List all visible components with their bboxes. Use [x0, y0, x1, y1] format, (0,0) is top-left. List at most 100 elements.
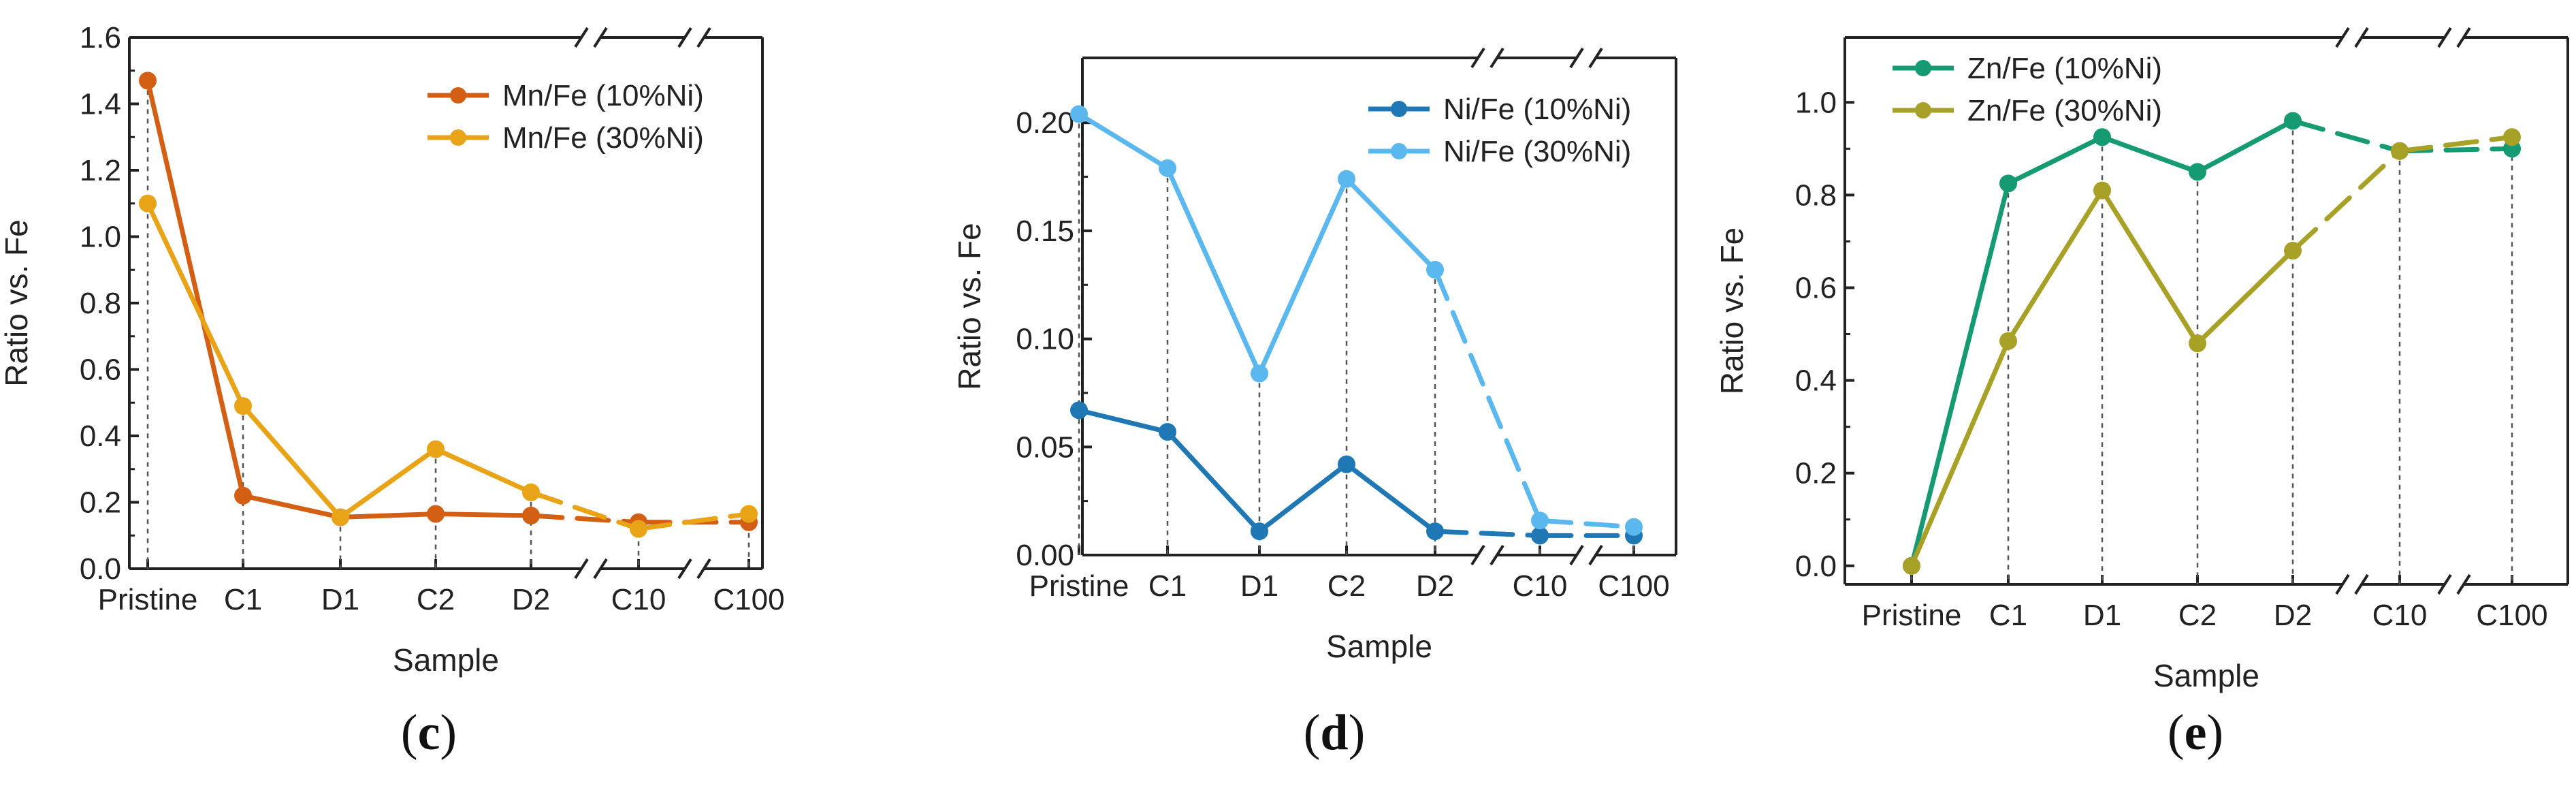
data-point	[1338, 455, 1355, 473]
axis-break-mark	[2437, 27, 2452, 48]
data-point	[2189, 163, 2206, 181]
series-line-segment	[433, 511, 534, 518]
legend-marker	[1391, 101, 1407, 117]
legend-label: Zn/Fe (10%Ni)	[1967, 52, 2162, 85]
data-point	[2093, 181, 2111, 200]
y-tick-label: 0.0	[1795, 550, 1837, 583]
legend-label: Ni/Fe (10%Ni)	[1443, 93, 1631, 126]
data-point	[234, 397, 252, 415]
axis-break-mark	[1470, 544, 1485, 566]
y-tick-label: 0.8	[80, 287, 121, 320]
legend-label: Mn/Fe (10%Ni)	[502, 79, 704, 112]
data-point	[1531, 511, 1549, 530]
y-tick-label: 0.4	[1795, 364, 1837, 398]
data-point	[234, 486, 252, 505]
x-tick-label: C1	[1989, 599, 2027, 632]
data-point	[1426, 261, 1444, 279]
data-point	[630, 520, 647, 538]
axis-break-mark	[2335, 27, 2350, 48]
y-tick-label: 0.2	[1795, 457, 1837, 490]
data-point	[427, 440, 445, 458]
x-tick-label: D1	[2083, 599, 2121, 632]
series-line-segment	[1537, 518, 1637, 530]
series-line-segment	[2099, 188, 2200, 346]
data-point	[2391, 142, 2409, 160]
y-axis-title: Ratio vs. Fe	[952, 223, 987, 390]
y-tick-label: 0.8	[1795, 178, 1837, 212]
series-line-segment	[1076, 112, 1170, 171]
chart-panel-d: 0.00 0.05 0.10 0.15 0.20 Pristine C1 D1 C2 D2 C10 C…	[952, 47, 1677, 761]
axis-break-mark	[2354, 27, 2369, 48]
series-line-segment	[2195, 118, 2296, 174]
x-tick-label: C10	[2372, 599, 2428, 632]
y-axis-title: Ratio vs. Fe	[0, 219, 34, 386]
x-tick-label: D2	[1416, 569, 1454, 603]
series-line-segment	[145, 201, 246, 409]
y-tick-label: 1.0	[1795, 86, 1837, 119]
axis-break-mark	[1490, 47, 1504, 69]
x-tick-label: D1	[321, 583, 359, 616]
legend-label: Zn/Fe (30%Ni)	[1967, 94, 2162, 127]
series-line-segment	[240, 403, 343, 520]
x-axis-title: Sample	[393, 642, 499, 678]
series-line-segment	[2290, 118, 2402, 154]
legend-marker	[1391, 143, 1407, 159]
x-tick-label: C2	[2178, 599, 2217, 632]
axis-break-mark	[1470, 47, 1485, 69]
axis-break-mark	[2354, 573, 2369, 595]
data-point	[1251, 522, 1268, 541]
x-tick-label: Pristine	[98, 583, 198, 616]
x-tick-label: D1	[1240, 569, 1278, 603]
y-tick-label: 0.2	[80, 486, 121, 520]
axis-break-mark	[2456, 27, 2471, 48]
chart-panel-c: 0.0 0.2 0.4 0.6 0.8 1.0 1.2 1.4 1.6 Pristine C1 D1 C…	[0, 21, 785, 761]
data-point	[1625, 518, 1643, 536]
series-line-segment	[1344, 462, 1438, 534]
series-line-segment	[1909, 180, 2011, 569]
series-line-segment	[145, 78, 246, 499]
axis-break-mark	[1588, 47, 1603, 69]
data-point	[1903, 556, 1920, 575]
series-line-segment	[1076, 407, 1170, 435]
data-point	[2284, 112, 2302, 130]
data-point	[1070, 401, 1088, 420]
x-axis-title: Sample	[1326, 629, 1432, 664]
series-line-segment	[338, 511, 438, 520]
legend-marker	[450, 87, 466, 104]
y-tick-label: 0.20	[1016, 106, 1074, 140]
axis-break-mark	[677, 558, 692, 580]
y-tick-label: 0.6	[1795, 271, 1837, 304]
series-line-segment	[2397, 134, 2515, 154]
series-line-segment	[1165, 429, 1262, 534]
series-line-segment	[2006, 188, 2105, 344]
series-line-segment	[1257, 176, 1349, 376]
axis-break-mark	[593, 27, 608, 48]
x-tick-label: Pristine	[1029, 569, 1129, 603]
axis-break-mark	[1588, 544, 1603, 566]
y-tick-label: 0.6	[80, 353, 121, 387]
y-axis-title: Ratio vs. Fe	[1714, 227, 1750, 394]
series-line-segment	[1344, 176, 1438, 272]
series-line-segment	[528, 513, 641, 525]
series-line-segment	[338, 447, 438, 520]
data-point	[1338, 170, 1355, 188]
axis-break-mark	[696, 558, 711, 580]
y-tick-label: 0.4	[80, 420, 121, 453]
data-point	[2503, 128, 2521, 146]
data-point	[1426, 522, 1444, 541]
data-point	[427, 505, 445, 523]
x-tick-label: Pristine	[1862, 599, 1962, 632]
data-point	[2189, 334, 2206, 353]
x-tick-label: D2	[512, 583, 550, 616]
y-tick-label: 0.10	[1016, 323, 1074, 356]
data-point	[2284, 242, 2302, 260]
axis-break-mark	[1569, 47, 1584, 69]
y-tick-label: 0.15	[1016, 215, 1074, 248]
axis-break-mark	[2437, 573, 2452, 595]
legend-marker	[1915, 60, 1931, 76]
axis-break-mark	[1569, 544, 1584, 566]
y-tick-label: 1.4	[80, 88, 121, 121]
series-line-segment	[1432, 529, 1543, 538]
series-line-segment	[2006, 134, 2105, 186]
